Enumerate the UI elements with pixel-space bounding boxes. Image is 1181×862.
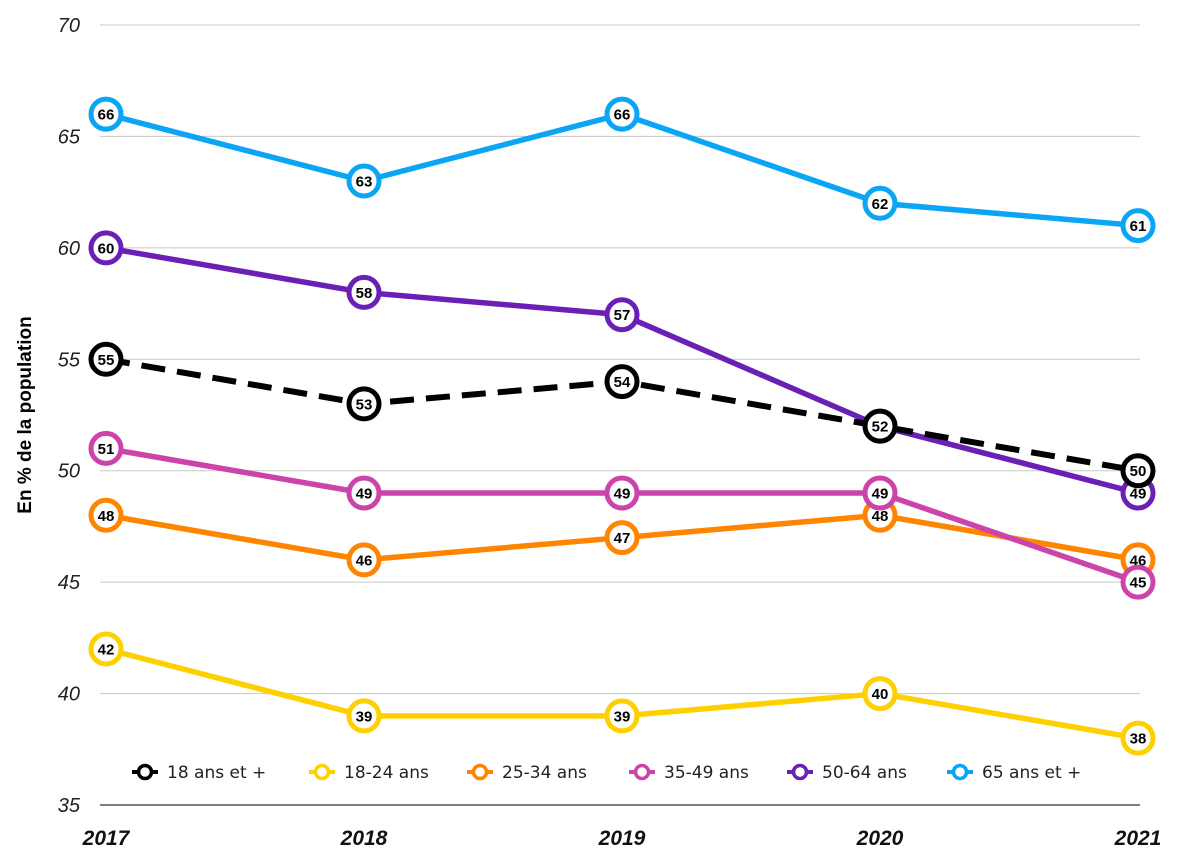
data-label: 49 <box>1130 486 1147 503</box>
data-point <box>604 297 640 333</box>
data-label: 60 <box>98 240 115 257</box>
data-label: 46 <box>1130 552 1147 569</box>
legend-swatch-marker <box>471 763 489 781</box>
data-point <box>88 497 124 533</box>
data-label: 52 <box>872 419 889 436</box>
data-label: 40 <box>872 686 889 703</box>
data-point <box>88 230 124 266</box>
data-label: 63 <box>356 174 373 191</box>
data-point <box>862 185 898 221</box>
legend-swatch-marker <box>633 763 651 781</box>
data-label: 38 <box>1130 731 1147 748</box>
data-point <box>1120 453 1156 489</box>
legend-label: 18 ans et + <box>167 763 266 783</box>
y-tick-label: 40 <box>58 684 80 706</box>
data-label: 50 <box>1130 463 1147 480</box>
data-label: 47 <box>614 530 631 547</box>
data-point <box>604 475 640 511</box>
data-point <box>88 341 124 377</box>
legend: 18 ans et + 18-24 ans 25-34 ans 35-49 ans 50… <box>132 763 1081 783</box>
legend-label: 65 ans et + <box>982 763 1081 783</box>
x-tick-label: 2019 <box>598 827 646 850</box>
data-points: 42 39 39 40 38 48 46 47 48 46 51 49 49 49 45 60 58 57 52 49… <box>88 96 1156 756</box>
x-tick-label: 2020 <box>856 827 904 850</box>
data-point <box>862 408 898 444</box>
data-point <box>604 364 640 400</box>
data-point <box>346 274 382 310</box>
data-point <box>346 475 382 511</box>
data-label: 55 <box>98 352 115 369</box>
data-point <box>604 520 640 556</box>
series-lines <box>105 111 1139 741</box>
y-tick-label: 65 <box>58 126 81 148</box>
legend-label: 50-64 ans <box>822 763 907 783</box>
x-tick-label: 2021 <box>1114 827 1162 850</box>
legend-swatch-marker <box>313 763 331 781</box>
y-tick-label: 45 <box>58 572 81 594</box>
data-point <box>1120 564 1156 600</box>
data-label: 45 <box>1130 575 1147 592</box>
legend-swatch-marker <box>951 763 969 781</box>
data-label: 58 <box>356 285 373 302</box>
data-label: 48 <box>872 508 889 525</box>
y-tick-label: 60 <box>58 238 80 260</box>
data-label: 66 <box>614 107 631 124</box>
data-label: 62 <box>872 196 889 213</box>
legend-label: 25-34 ans <box>502 763 587 783</box>
data-point <box>88 96 124 132</box>
data-label: 51 <box>98 441 115 458</box>
data-point <box>1120 208 1156 244</box>
data-point <box>88 430 124 466</box>
data-label: 48 <box>98 508 115 525</box>
data-label: 66 <box>98 107 115 124</box>
data-label: 49 <box>356 486 373 503</box>
x-tick-label: 2017 <box>82 827 131 850</box>
data-label: 49 <box>614 486 631 503</box>
legend-swatch-marker <box>136 763 154 781</box>
y-axis-label: En % de la population <box>15 316 36 513</box>
data-label: 39 <box>356 708 373 725</box>
y-tick-label: 70 <box>58 15 80 37</box>
data-label: 49 <box>872 486 889 503</box>
y-tick-label: 55 <box>58 349 81 371</box>
data-point <box>346 386 382 422</box>
y-axis-ticks: 35 40 45 50 55 60 65 70 <box>58 15 81 817</box>
legend-swatch-marker <box>791 763 809 781</box>
data-point <box>346 698 382 734</box>
data-point <box>346 542 382 578</box>
legend-label: 18-24 ans <box>344 763 429 783</box>
legend-label: 35-49 ans <box>664 763 749 783</box>
data-point <box>604 698 640 734</box>
data-point <box>862 475 898 511</box>
data-label: 42 <box>98 642 115 659</box>
data-point <box>346 163 382 199</box>
data-label: 53 <box>356 396 373 413</box>
x-axis-ticks: 2017 2018 2019 2020 2021 <box>82 827 1162 850</box>
data-label: 57 <box>614 307 631 324</box>
data-label: 54 <box>614 374 631 391</box>
data-label: 39 <box>614 708 631 725</box>
y-tick-label: 50 <box>58 461 80 483</box>
data-label: 61 <box>1130 218 1147 235</box>
data-point <box>604 96 640 132</box>
data-label: 46 <box>356 552 373 569</box>
series-line <box>105 445 1139 585</box>
data-point <box>88 631 124 667</box>
y-tick-label: 35 <box>58 795 81 817</box>
data-point <box>1120 720 1156 756</box>
x-tick-label: 2018 <box>340 827 388 850</box>
data-point <box>862 676 898 712</box>
